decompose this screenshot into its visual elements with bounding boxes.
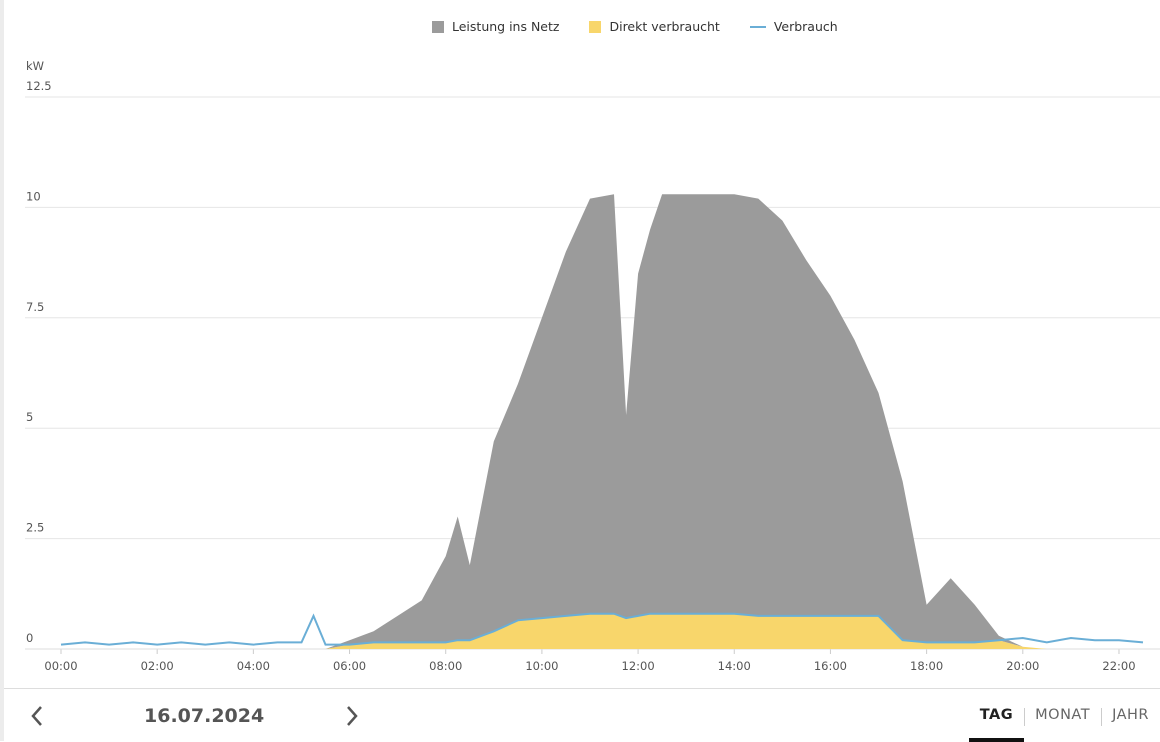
x-tick-label: 22:00 <box>1102 659 1135 673</box>
tabs: TAG MONAT JAHR <box>968 689 1160 742</box>
y-tick-label: 5 <box>26 410 33 424</box>
legend-swatch <box>749 25 766 28</box>
left-edge <box>0 0 4 741</box>
swatch-shape <box>432 20 444 33</box>
x-tick-label: 08:00 <box>429 659 462 673</box>
bottom-bar: 16.07.2024 TAG MONAT JAHR <box>4 688 1160 742</box>
legend-item: Direkt verbraucht <box>589 19 720 34</box>
x-tick-label: 04:00 <box>237 659 270 673</box>
y-tick-label: 7.5 <box>26 300 44 314</box>
chart: kW 0 2.5 5 7.5 10 12.5 00:00 02:00 04:00 06:00 08:… <box>25 59 1160 673</box>
area <box>61 613 1143 649</box>
swatch-shape <box>589 20 602 33</box>
y-axis-label: kW <box>26 59 44 73</box>
x-tick-label: 12:00 <box>622 659 655 673</box>
legend-label: Verbrauch <box>773 19 838 34</box>
x-tick-label: 14:00 <box>718 659 751 673</box>
legend-item: Verbrauch <box>749 19 838 34</box>
x-tick-label: 16:00 <box>814 659 847 673</box>
x-tick-label: 00:00 <box>44 659 77 673</box>
line <box>60 612 1144 646</box>
x-tick-label: 02:00 <box>141 659 174 673</box>
legend-label: Leistung ins Netz <box>452 19 560 34</box>
prev-button[interactable] <box>26 703 50 729</box>
next-button[interactable] <box>339 703 363 729</box>
swatch-shape <box>749 25 766 28</box>
tab[interactable]: MONAT <box>1024 689 1101 742</box>
x-tick-label: 18:00 <box>910 659 943 673</box>
x-tick-label: 10:00 <box>525 659 558 673</box>
area <box>61 194 1143 649</box>
tab[interactable]: JAHR <box>1101 689 1160 742</box>
y-tick-label: 10 <box>26 189 41 203</box>
legend-swatch <box>589 20 602 33</box>
legend-item: Leistung ins Netz <box>432 19 559 34</box>
y-tick-label: 0 <box>26 631 33 645</box>
legend-label: Direkt verbraucht <box>609 19 720 34</box>
x-tick-label: 06:00 <box>333 659 366 673</box>
legend: Leistung ins Netz Direkt verbraucht Verbra… <box>432 19 838 34</box>
y-tick-label: 2.5 <box>26 521 44 535</box>
x-tick-label: 20:00 <box>1006 659 1039 673</box>
date-label: 16.07.2024 <box>144 705 265 727</box>
y-tick-label: 12.5 <box>26 79 52 93</box>
legend-swatch <box>432 20 444 33</box>
tab[interactable]: TAG <box>968 689 1025 742</box>
